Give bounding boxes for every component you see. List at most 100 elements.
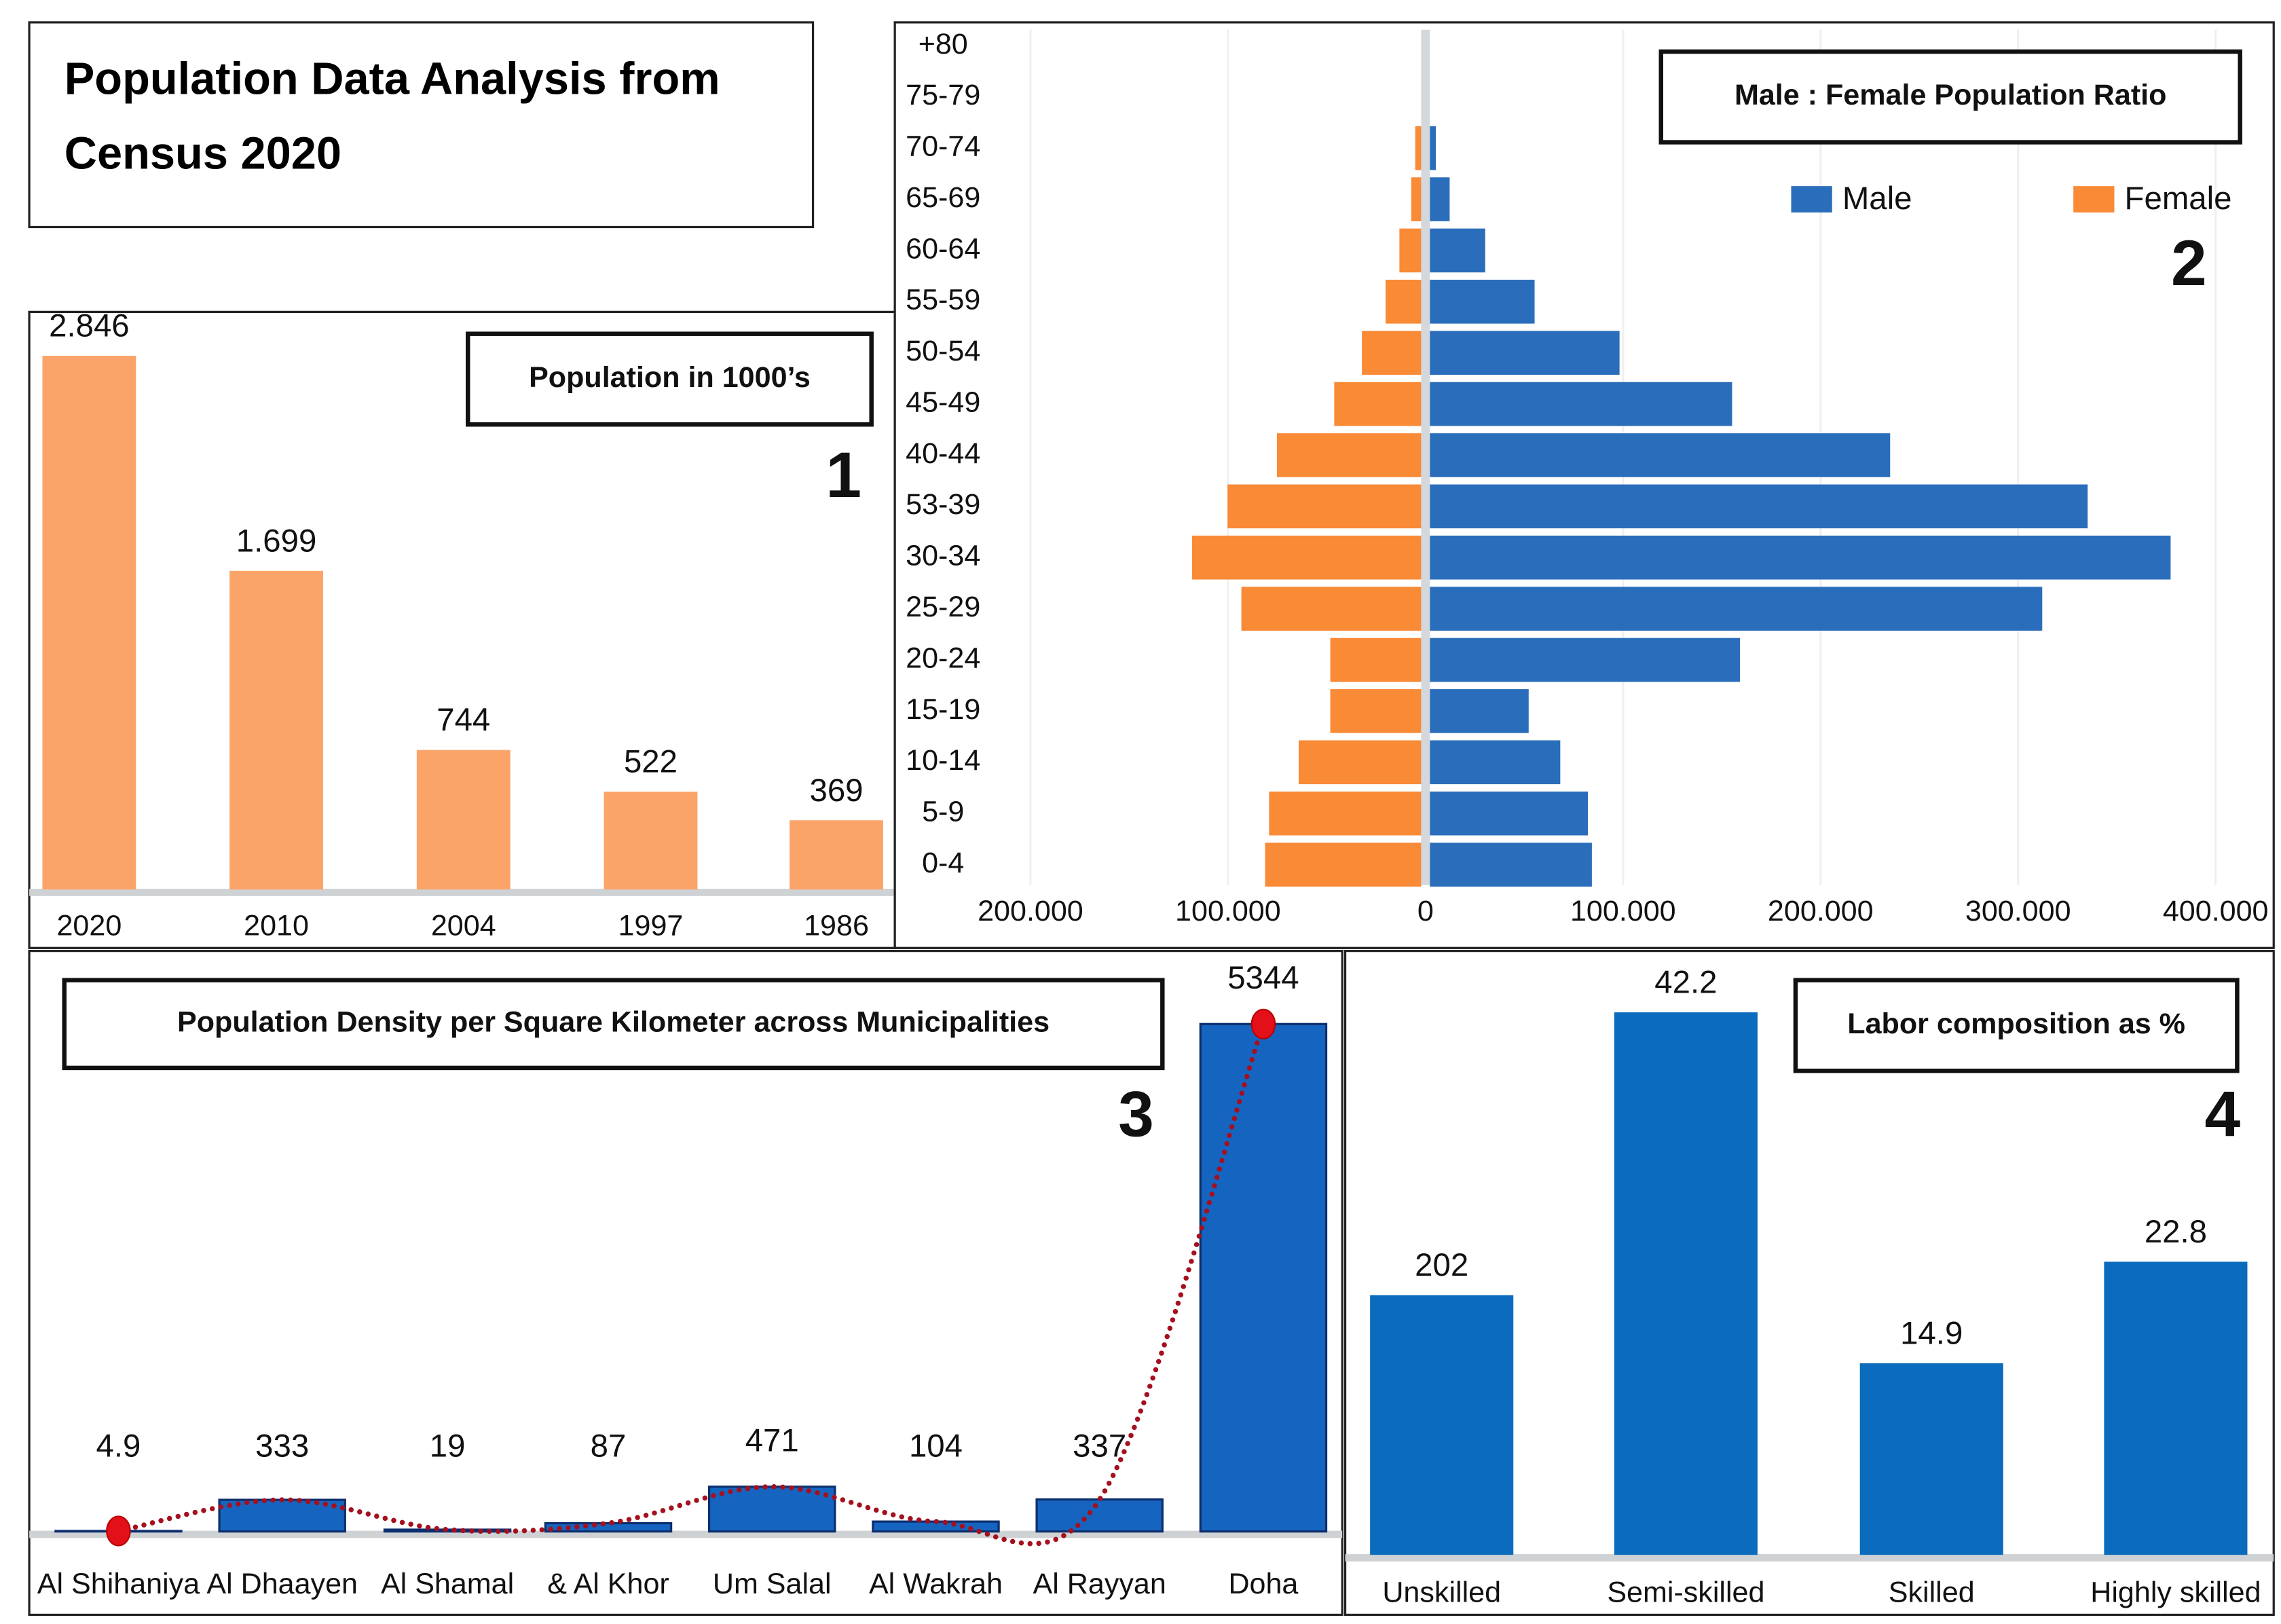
plot: 202 Unskilled 42.2 Semi-skilled 14.9 Skilled 2… [1345,965,2274,1609]
title-box [28,21,815,229]
value-label: 202 [1415,1247,1468,1283]
plot: 200.000 100.000 0 100.000 200.000 300.000 400.… [906,28,2268,927]
x-tick-label: Semi-skilled [1607,1576,1764,1609]
value-label: 2.846 [49,308,130,344]
value-label: 1.699 [236,523,317,559]
bar [1265,843,1422,887]
x-tick-label: 2020 [56,910,122,942]
bar [1227,484,1422,529]
x-tick-label: 0 [1417,895,1434,927]
line-marker [106,1515,131,1547]
x-tick-label: & Al Khor [547,1568,669,1600]
x-tick-label: 200.000 [978,895,1083,927]
bar [1334,382,1422,426]
bar [1199,1022,1328,1533]
value-label: 22.8 [2145,1214,2207,1250]
bar [1191,535,1422,580]
bar [1430,689,1529,733]
x-tick-label: Al Shamal [381,1568,514,1600]
y-tick-label: 45-49 [906,386,980,418]
y-tick-label: 53-39 [906,488,980,521]
bar [1430,740,1561,785]
value-label: 19 [430,1428,466,1464]
bar [1430,638,1741,682]
plot: 4.9 Al Shihaniya 333 Al Dhaayen 19 Al Shamal 8… [29,960,1343,1600]
value-label: 5344 [1227,960,1299,996]
x-tick-label: 1997 [618,910,684,942]
value-label: 14.9 [1900,1316,1963,1352]
bar [1430,535,2171,580]
bar [1386,280,1422,324]
value-label: 42.2 [1654,965,1717,1001]
y-tick-label: 20-24 [906,642,980,674]
value-label: 744 [437,702,490,738]
value-label: 333 [255,1428,309,1464]
panel-number: 2 [2171,227,2207,299]
value-label: 471 [745,1423,799,1459]
chart-title: Population Density per Square Kilometer … [177,1006,1050,1039]
bar [1430,791,1589,836]
bar [1614,1012,1758,1555]
title-holder: Population Data Analysis from Census 202… [64,53,720,179]
title-box [62,978,1165,1071]
bar [1370,1295,1514,1555]
y-tick-label: 65-69 [906,181,980,214]
bar [1298,740,1422,785]
line-marker [1250,1008,1276,1039]
bar [708,1485,836,1533]
bar [1330,689,1422,733]
x-tick-label: Highly skilled [2090,1576,2261,1609]
value-label: 104 [909,1428,963,1464]
legend-label: Female [2125,181,2232,217]
page-title: Population Data Analysis from Census 202… [64,53,720,179]
x-tick-label: Al Dhaayen [206,1568,358,1600]
x-tick-label: 100.000 [1570,895,1676,927]
x-tick-label: Doha [1228,1568,1298,1600]
x-tick-label: 2004 [431,910,496,942]
x-tick-label: Al Wakrah [869,1568,1003,1600]
bar [1415,126,1422,170]
bar [229,570,323,890]
bar [1430,177,1450,221]
value-label: 369 [809,773,863,809]
chart-panel: 2.846 2020 1.699 2010 744 2004 522 1997 369 1986 P… [28,308,896,949]
title-box [1793,978,2240,1073]
y-tick-label: 50-54 [906,335,980,367]
value-label: 522 [624,744,678,780]
x-tick-label: Al Rayyan [1033,1568,1166,1600]
y-tick-label: 75-79 [906,79,980,111]
chart-title: Labor composition as % [1847,1008,2185,1040]
chart-panel: 4.9 Al Shihaniya 333 Al Dhaayen 19 Al Shamal 8… [28,950,1343,1617]
x-tick-label: 200.000 [1768,895,1874,927]
bar [604,791,698,890]
bar [1430,126,1436,170]
y-tick-label: 55-59 [906,284,980,316]
bar [1430,331,1620,375]
title-box [1658,49,2242,145]
trend-line [115,1021,1266,1547]
bar [42,356,136,890]
value-label: 337 [1073,1428,1126,1464]
y-tick-label: 10-14 [906,744,980,777]
bar [1362,331,1422,375]
bar [416,750,511,890]
bar [1269,791,1422,836]
y-tick-label: 60-64 [906,232,980,265]
x-tick-label: Um Salal [713,1568,832,1600]
value-label: 87 [591,1428,627,1464]
legend-swatch [1791,186,1832,213]
x-tick-label: Unskilled [1382,1576,1501,1609]
y-tick-label: 30-34 [906,540,980,572]
y-tick-label: 40-44 [906,437,980,470]
bar [1399,228,1422,273]
title-box [466,331,874,427]
bar [1035,1498,1164,1533]
y-tick-label: +80 [919,28,968,60]
chart-title: Population in 1000’s [529,361,811,394]
bar [1859,1363,2003,1555]
bar [1411,177,1422,221]
y-tick-label: 0-4 [922,847,964,879]
x-tick-label: 2010 [244,910,309,942]
panel-number: 3 [1118,1078,1154,1150]
